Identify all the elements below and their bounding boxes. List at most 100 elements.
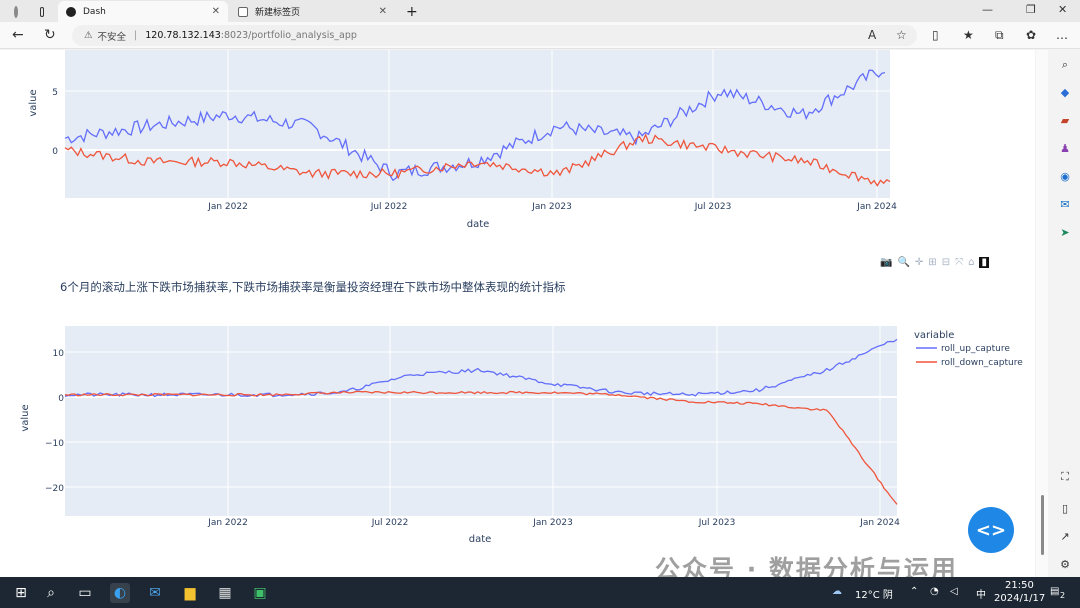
security-label[interactable]: 不安全	[97, 31, 127, 43]
url-path: :8023/portfolio_analysis_app	[220, 30, 357, 41]
home-icon[interactable]: ⌂	[968, 257, 975, 268]
weather-icon[interactable]: ☁	[832, 586, 842, 597]
scrollbar-thumb[interactable]	[1041, 495, 1044, 555]
close-tab-icon[interactable]: ✕	[211, 6, 220, 17]
url-host: 120.78.132.143	[145, 30, 221, 41]
legend-title: variable	[914, 330, 954, 341]
close-tab-icon[interactable]: ✕	[378, 6, 387, 17]
y-axis-title: value	[28, 89, 39, 116]
address-bar[interactable]: ⚠ 不安全 | 120.78.132.143 :8023/portfolio_a…	[72, 25, 917, 46]
minimize-icon[interactable]: —	[982, 3, 993, 16]
wifi-icon[interactable]: ◔	[930, 586, 939, 597]
top-chart: 5 0 Jan 2022 Jul 2022 Jan 2023 Jul 2023 …	[28, 50, 897, 230]
more-menu-icon[interactable]: …	[1056, 28, 1068, 42]
terminal-app-icon[interactable]: ▣	[253, 585, 267, 601]
games-icon[interactable]: ♟	[1060, 142, 1070, 155]
x-tick: Jan 2024	[859, 518, 900, 528]
x-tick: Jan 2022	[207, 518, 248, 528]
read-aloud-icon[interactable]: A	[868, 28, 877, 42]
collections-icon[interactable]: ⧉	[995, 28, 1004, 42]
y-tick: 0	[52, 147, 58, 157]
divider: |	[134, 30, 138, 41]
x-tick: Jul 2022	[370, 202, 408, 212]
tab-new-tab-label: 新建标签页	[255, 8, 301, 18]
favorite-star-icon[interactable]: ☆	[896, 28, 907, 42]
maximize-icon[interactable]: ❐	[1026, 3, 1036, 16]
legend-item-roll-up-capture[interactable]: roll_up_capture	[941, 344, 1010, 354]
settings-gear-icon[interactable]: ⚙	[1060, 558, 1070, 571]
series-line-top-red	[64, 133, 891, 187]
store-app-icon[interactable]: ▦	[218, 585, 232, 601]
notification-icon[interactable]: ▤	[1050, 586, 1060, 597]
mail-app-icon[interactable]: ✉	[149, 585, 161, 601]
zoom-out-icon[interactable]: ⊟	[941, 257, 951, 268]
autoscale-icon[interactable]: ⤧	[955, 257, 964, 268]
outlook-icon[interactable]: ✉	[1060, 198, 1070, 211]
x-tick: Jan 2024	[856, 202, 897, 212]
shopping-tag-icon[interactable]: ◆	[1060, 86, 1070, 99]
drop-icon[interactable]: ➤	[1060, 226, 1070, 239]
scrollbar[interactable]	[1036, 50, 1048, 577]
tab-new-tab[interactable]: 新建标签页 ✕	[230, 1, 395, 22]
close-window-icon[interactable]: ✕	[1058, 3, 1068, 16]
legend-item-roll-down-capture[interactable]: roll_down_capture	[941, 358, 1023, 368]
extensions-icon[interactable]: ✿	[1026, 28, 1037, 42]
microsoft365-icon[interactable]: ◉	[1060, 170, 1070, 183]
sidebar-toggle-icon[interactable]: ▯	[1061, 502, 1069, 515]
x-tick: Jan 2023	[531, 202, 572, 212]
tab-dash-label: Dash	[83, 6, 106, 17]
x-tick: Jan 2023	[532, 518, 573, 528]
tab-actions-icon[interactable]	[32, 1, 52, 22]
favorites-icon[interactable]: ★	[963, 28, 974, 42]
open-external-icon[interactable]: ↗	[1060, 530, 1070, 543]
x-axis-title: date	[469, 534, 492, 545]
page-content: 5 0 Jan 2022 Jul 2022 Jan 2023 Jul 2023 …	[0, 50, 1035, 577]
weather-text[interactable]: 12°C 阴	[855, 590, 893, 601]
windows-start-icon[interactable]: ⊞	[15, 585, 27, 601]
watermark: 公众号 · 数据分析与运用	[655, 555, 958, 577]
y-tick: 5	[52, 88, 58, 98]
top-plot-area	[65, 50, 890, 198]
refresh-icon[interactable]: ↻	[44, 27, 56, 43]
clock-time[interactable]: 21:50	[1005, 580, 1034, 591]
y-tick: −10	[45, 439, 64, 449]
back-icon[interactable]: ←	[12, 27, 24, 43]
speaker-icon[interactable]: ◁	[950, 586, 958, 597]
ime-indicator[interactable]: 中	[976, 590, 986, 601]
x-tick: Jul 2023	[694, 202, 732, 212]
chart-modebar: 📷 🔍 ✛ ⊞ ⊟ ⤧ ⌂ ▮	[880, 257, 989, 268]
address-bar-row: ← ↻ ⚠ 不安全 | 120.78.132.143 :8023/portfol…	[0, 22, 1080, 49]
camera-icon[interactable]: 📷	[880, 257, 893, 268]
zoom-in-icon[interactable]: ⊞	[928, 257, 937, 268]
series-line-roll-down-capture	[64, 390, 898, 505]
task-view-icon[interactable]: ▭	[78, 585, 92, 601]
y-tick: 0	[58, 394, 64, 404]
screenshot-icon[interactable]: ⛶	[1061, 470, 1069, 483]
edge-app-icon[interactable]: ◐	[110, 583, 130, 603]
y-tick: 10	[53, 349, 65, 359]
warning-icon: ⚠	[84, 30, 93, 41]
x-tick: Jul 2022	[371, 518, 409, 528]
search-icon[interactable]: ⌕	[47, 585, 55, 601]
bottom-chart: 10 0 −10 −20 Jan 2022 Jul 2022 Jan 2023 …	[20, 326, 1023, 545]
zoom-icon[interactable]: 🔍	[897, 257, 910, 268]
file-explorer-icon[interactable]: ▆	[184, 585, 196, 601]
code-toggle-button[interactable]: <>	[968, 507, 1014, 553]
clock-date[interactable]: 2024/1/17	[994, 593, 1046, 604]
pan-icon[interactable]: ✛	[914, 257, 924, 268]
search-icon[interactable]: ⌕	[1061, 58, 1069, 71]
plotly-logo-icon[interactable]: ▮	[979, 257, 989, 268]
tab-dash[interactable]: Dash ✕	[58, 1, 228, 22]
y-tick: −20	[45, 484, 64, 494]
edge-sidebar: ⌕ ◆ ▰ ♟ ◉ ✉ ➤ ⛶ ▯ ↗ ⚙	[1049, 50, 1080, 577]
page-favicon-icon	[238, 6, 248, 17]
new-tab-button[interactable]: +	[406, 3, 418, 20]
tab-bar: Dash ✕ 新建标签页 ✕ + — ❐ ✕	[0, 0, 1080, 22]
dash-favicon-icon	[66, 6, 76, 17]
tray-chevron-icon[interactable]: ⌃	[910, 586, 919, 597]
profile-avatar[interactable]	[6, 1, 26, 22]
y-axis-title: value	[20, 404, 31, 431]
tools-icon[interactable]: ▰	[1060, 114, 1070, 127]
windows-taskbar: ⊞ ⌕ ▭ ◐ ✉ ▆ ▦ ▣ ☁ 12°C 阴 ⌃ ◔ ◁ 中 21:50 2…	[0, 577, 1080, 608]
split-screen-icon[interactable]: ▯	[932, 28, 939, 42]
